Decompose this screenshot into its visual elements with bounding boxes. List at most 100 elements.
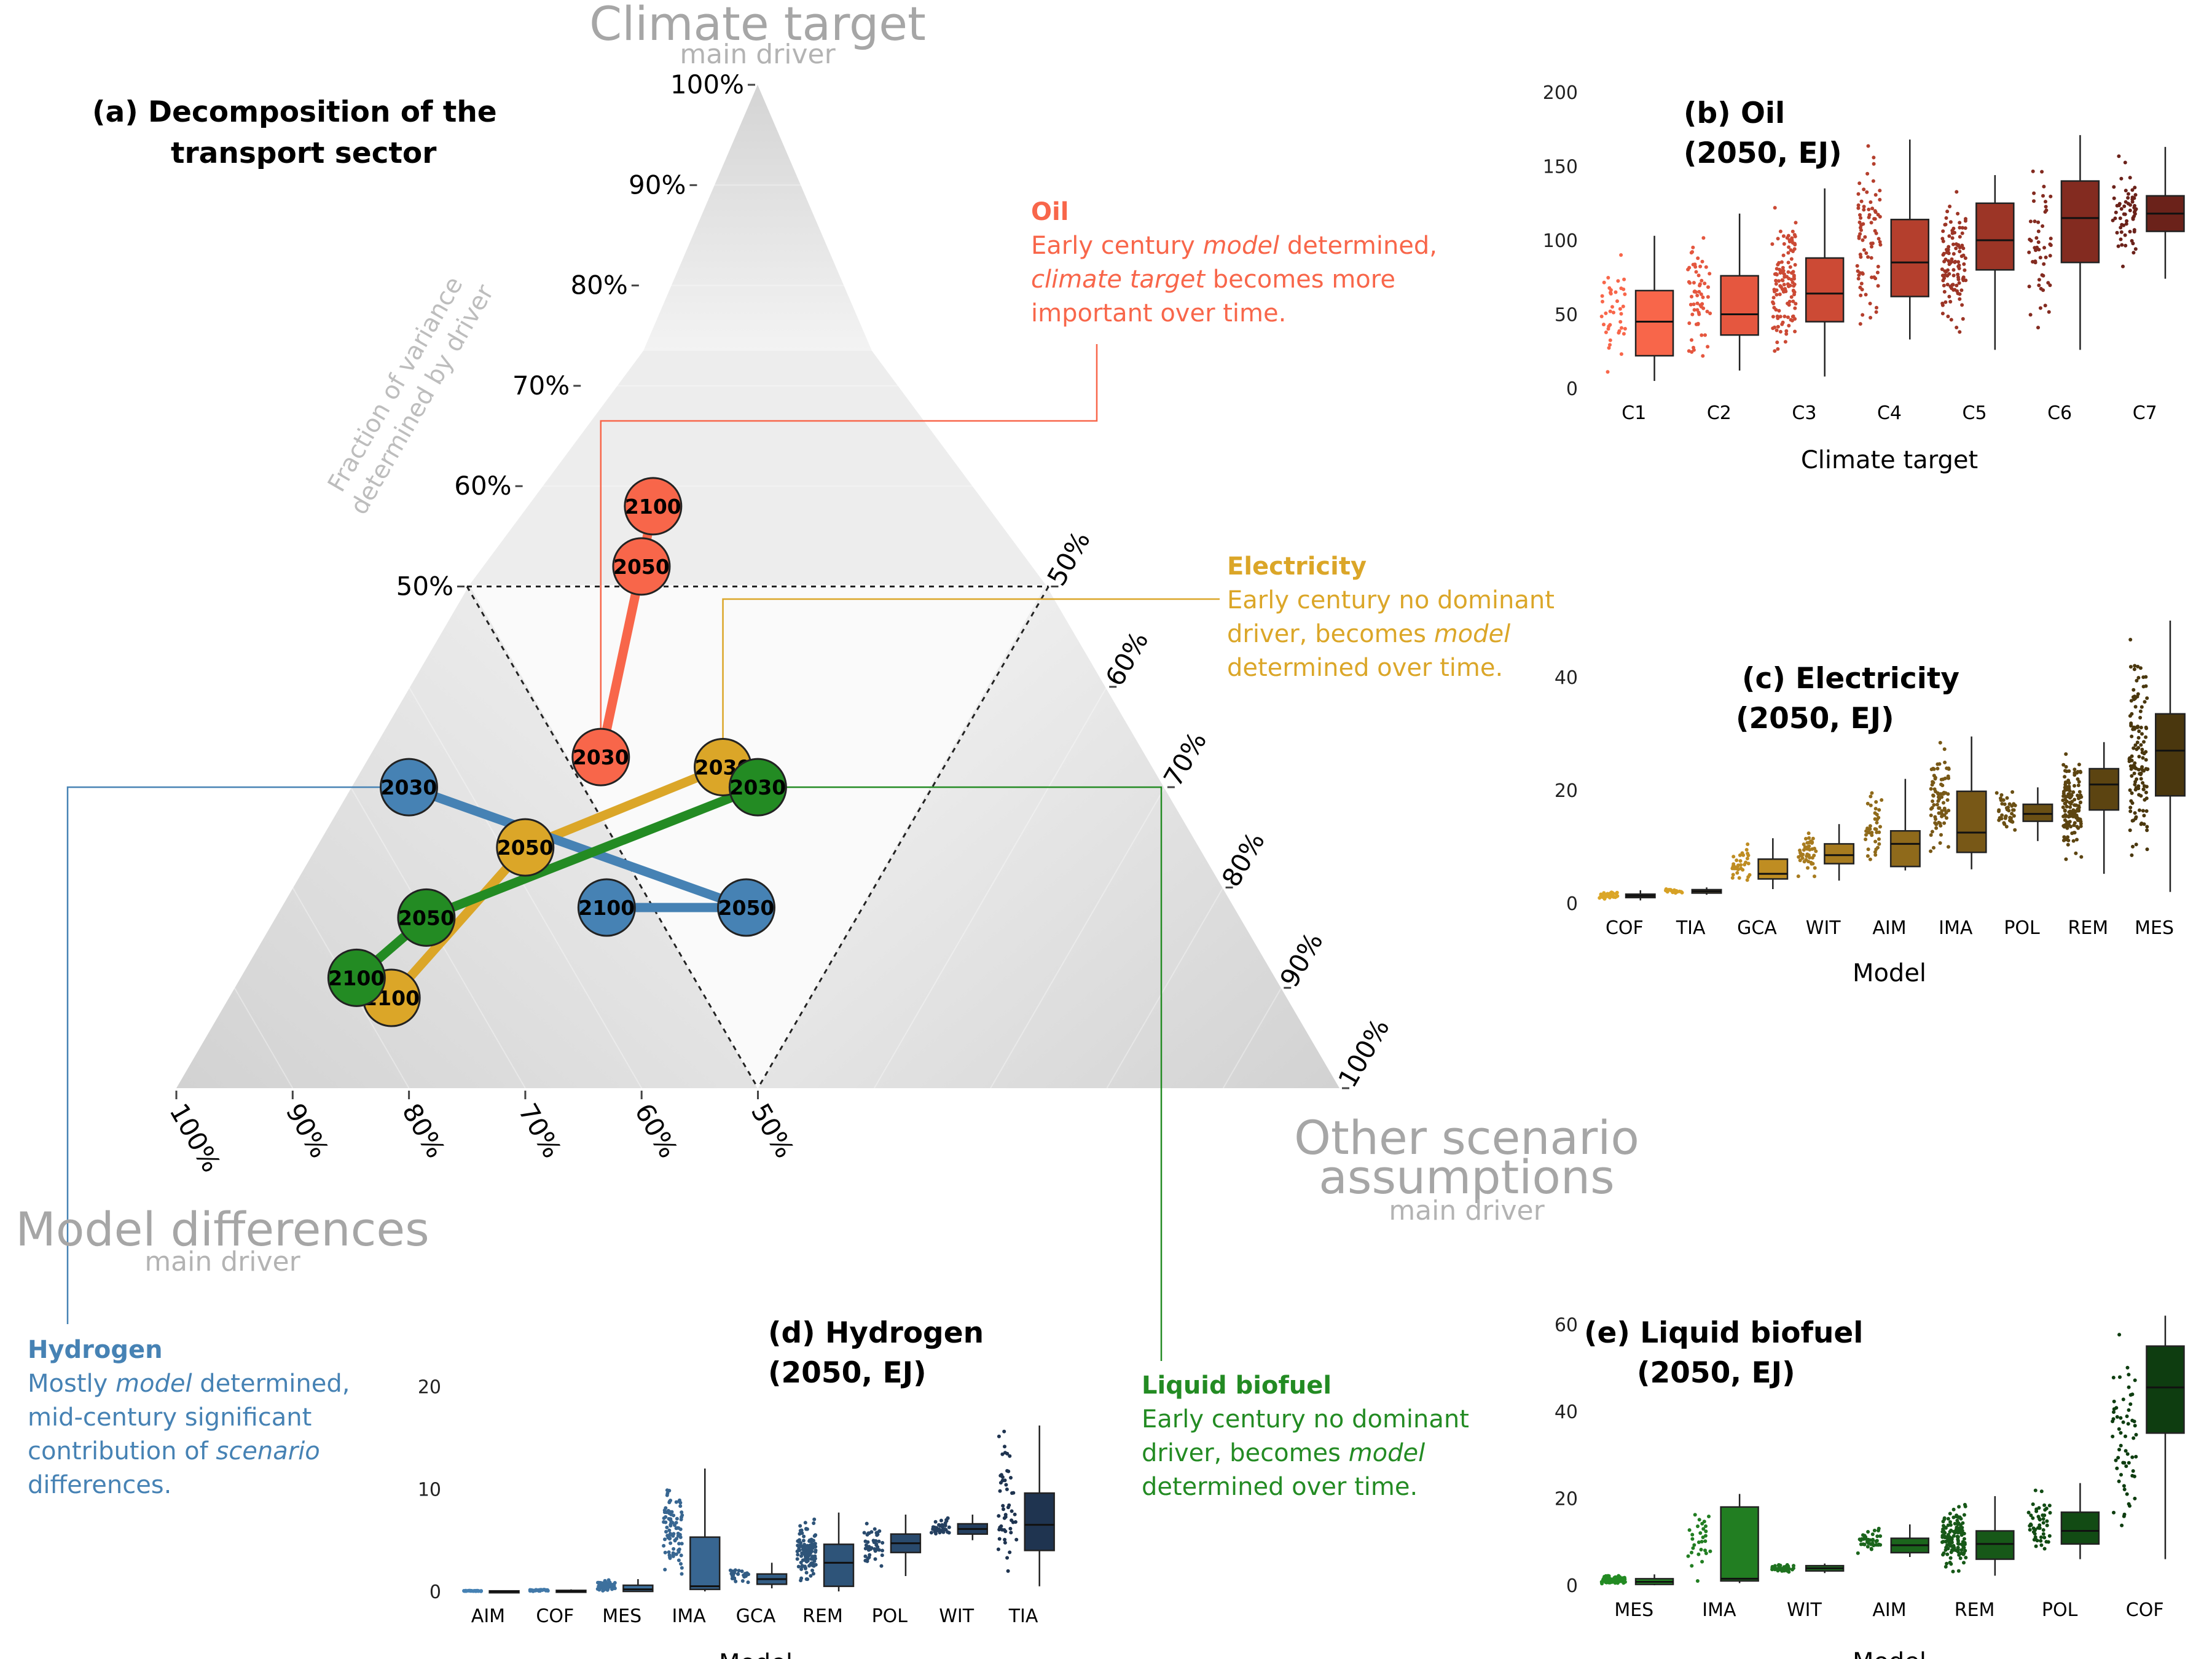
data-dot	[669, 1512, 673, 1516]
data-dot	[2132, 1419, 2136, 1424]
data-dot	[1940, 301, 1945, 305]
data-dot	[2116, 1456, 2120, 1460]
data-dot	[2114, 210, 2118, 214]
data-dot	[1009, 1531, 1013, 1535]
point-year-label: 2050	[398, 906, 455, 930]
data-dot	[1775, 292, 1779, 297]
data-dot	[1677, 889, 1682, 893]
data-dot	[2132, 228, 2136, 232]
data-dot	[1877, 1526, 1881, 1531]
box-TIA	[996, 1426, 1055, 1586]
data-dot	[2047, 1534, 2052, 1538]
data-dot	[1775, 273, 1779, 276]
data-dot	[1696, 256, 1700, 261]
data-dot	[1707, 1515, 1711, 1518]
data-dot	[1693, 265, 1698, 269]
data-dot	[665, 1534, 670, 1538]
data-dot	[1002, 1528, 1006, 1532]
box-GCA	[728, 1563, 788, 1588]
panel-biofuel: 0 20 40 60 (e) Liquid biofuel (2050, EJ) Model…	[1555, 1314, 2185, 1659]
box-C6	[2027, 135, 2100, 350]
data-dot	[1997, 809, 2001, 814]
data-dot	[1869, 794, 1873, 799]
x-tick-label: POL	[2004, 917, 2040, 939]
data-dot	[2034, 1544, 2038, 1548]
data-dot	[1806, 831, 1811, 836]
annotation-oil-line1: Early century model determined,	[1031, 232, 1437, 260]
box-MES	[595, 1578, 654, 1593]
box-GCA	[1730, 838, 1789, 889]
data-dot	[2112, 1407, 2116, 1411]
data-dot	[1869, 316, 1873, 320]
data-dot	[1792, 292, 1796, 297]
data-dot	[867, 1555, 871, 1559]
data-dot	[1622, 287, 1626, 291]
data-dot	[2129, 724, 2133, 728]
data-dot	[1958, 249, 1962, 254]
annotation-electricity-line3: determined over time.	[1227, 654, 1503, 682]
data-dot	[2036, 240, 2041, 245]
x-tick-label: C5	[1963, 402, 1987, 424]
data-dot	[1698, 1531, 1703, 1535]
data-dot	[1866, 1541, 1870, 1545]
band-line	[1106, 887, 1224, 1089]
data-dot	[2063, 808, 2067, 812]
data-dot	[863, 1558, 868, 1563]
data-dot	[1949, 318, 1953, 322]
data-dot	[2036, 1526, 2040, 1530]
data-dot	[1773, 206, 1777, 210]
data-dot	[2011, 808, 2015, 812]
data-dot	[1005, 1556, 1010, 1560]
data-dot	[1798, 858, 1802, 863]
data-dot	[1790, 315, 1795, 319]
data-dot	[2119, 207, 2124, 211]
data-dot	[541, 1588, 546, 1592]
data-dot	[671, 1554, 675, 1558]
data-dot	[2140, 765, 2144, 769]
data-dot	[1956, 272, 1960, 276]
data-dot	[1787, 303, 1791, 307]
data-dot	[2139, 743, 2143, 747]
point-marker	[327, 948, 386, 1007]
box-IMA	[1929, 736, 1987, 869]
data-dot	[2039, 1489, 2044, 1494]
data-dot	[1699, 1548, 1703, 1551]
data-dot	[1621, 304, 1625, 308]
data-dot	[1792, 289, 1796, 293]
data-dot	[1929, 814, 1933, 817]
data-dot	[1942, 821, 1947, 825]
bottom-tick-label: 50%	[745, 1099, 800, 1163]
data-dot	[1962, 262, 1966, 266]
data-dot	[2117, 1479, 2121, 1483]
data-dot	[1796, 874, 1800, 879]
box-COF	[1598, 890, 1656, 901]
guide-50	[466, 586, 759, 1089]
data-dot	[1956, 1550, 1960, 1554]
data-dot	[2145, 847, 2149, 852]
data-dot	[2048, 1511, 2052, 1515]
annotation-biofuel: Liquid biofuel Early century no dominant…	[1142, 1371, 1469, 1501]
data-dot	[2031, 1516, 2035, 1520]
data-dot	[1743, 863, 1747, 867]
y-tick-label: 150	[1543, 157, 1578, 178]
y-tick-label: 100	[1543, 230, 1578, 252]
data-dot	[1942, 747, 1947, 751]
data-dot	[1940, 273, 1945, 278]
data-dot	[1608, 338, 1612, 342]
box-iqr	[689, 1536, 721, 1590]
data-dot	[673, 1539, 677, 1543]
x-tick-label: C4	[1877, 402, 1902, 424]
data-dot	[2120, 222, 2124, 227]
data-dot	[1961, 226, 1964, 230]
data-dot	[1942, 251, 1946, 256]
data-dot	[1790, 229, 1795, 233]
box-iqr	[2146, 1345, 2185, 1434]
trajectory-points: 2030205021002030205021002030205021002030…	[327, 477, 787, 1027]
data-dot	[1937, 762, 1942, 766]
data-dot	[2068, 820, 2072, 824]
data-dot	[1696, 1524, 1700, 1528]
data-dot	[1876, 213, 1880, 217]
data-dot	[799, 1579, 803, 1583]
x-tick-label: WIT	[1806, 917, 1841, 939]
data-dot	[1878, 825, 1882, 829]
